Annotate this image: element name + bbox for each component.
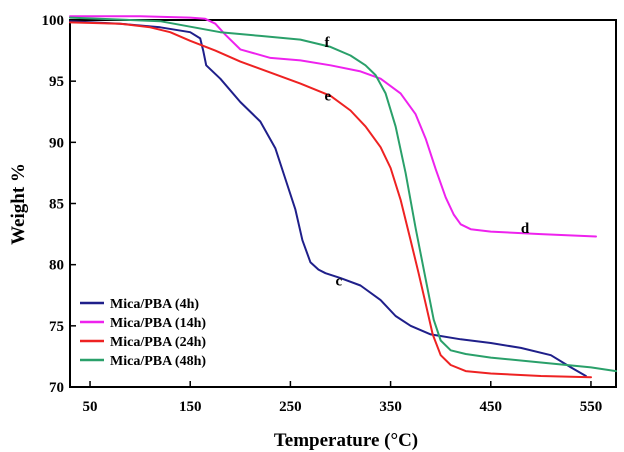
legend-label-1: Mica/PBA (4h) xyxy=(110,297,199,312)
series-line-3 xyxy=(69,21,592,379)
x-axis-title: Temperature (°C) xyxy=(274,430,418,451)
y-tick-label: 80 xyxy=(49,258,64,274)
series-line-2 xyxy=(69,15,597,238)
x-tick-label: 250 xyxy=(279,399,302,415)
series-line-4 xyxy=(69,16,617,373)
plot-area xyxy=(69,19,617,388)
y-tick-label: 90 xyxy=(49,135,64,151)
x-tick-label: 550 xyxy=(580,399,603,415)
y-tick-label: 70 xyxy=(49,380,64,396)
y-tick-label: 100 xyxy=(42,13,65,29)
y-tick-label: 95 xyxy=(49,74,64,90)
x-tick-label: 350 xyxy=(379,399,402,415)
annotation-c: c xyxy=(335,273,342,289)
x-tick-label: 450 xyxy=(480,399,503,415)
legend-label-3: Mica/PBA (24h) xyxy=(110,335,206,350)
legend-label-2: Mica/PBA (14h) xyxy=(110,316,206,331)
annotation-f: f xyxy=(324,35,330,51)
y-tick-label: 85 xyxy=(49,197,64,213)
annotation-e: e xyxy=(324,89,331,105)
legend-label-4: Mica/PBA (48h) xyxy=(110,354,206,369)
y-tick-label: 75 xyxy=(49,319,64,335)
x-tick-label: 150 xyxy=(179,399,202,415)
x-tick-label: 50 xyxy=(83,399,98,415)
y-axis-title: Weight % xyxy=(8,163,29,245)
annotation-d: d xyxy=(521,221,530,237)
